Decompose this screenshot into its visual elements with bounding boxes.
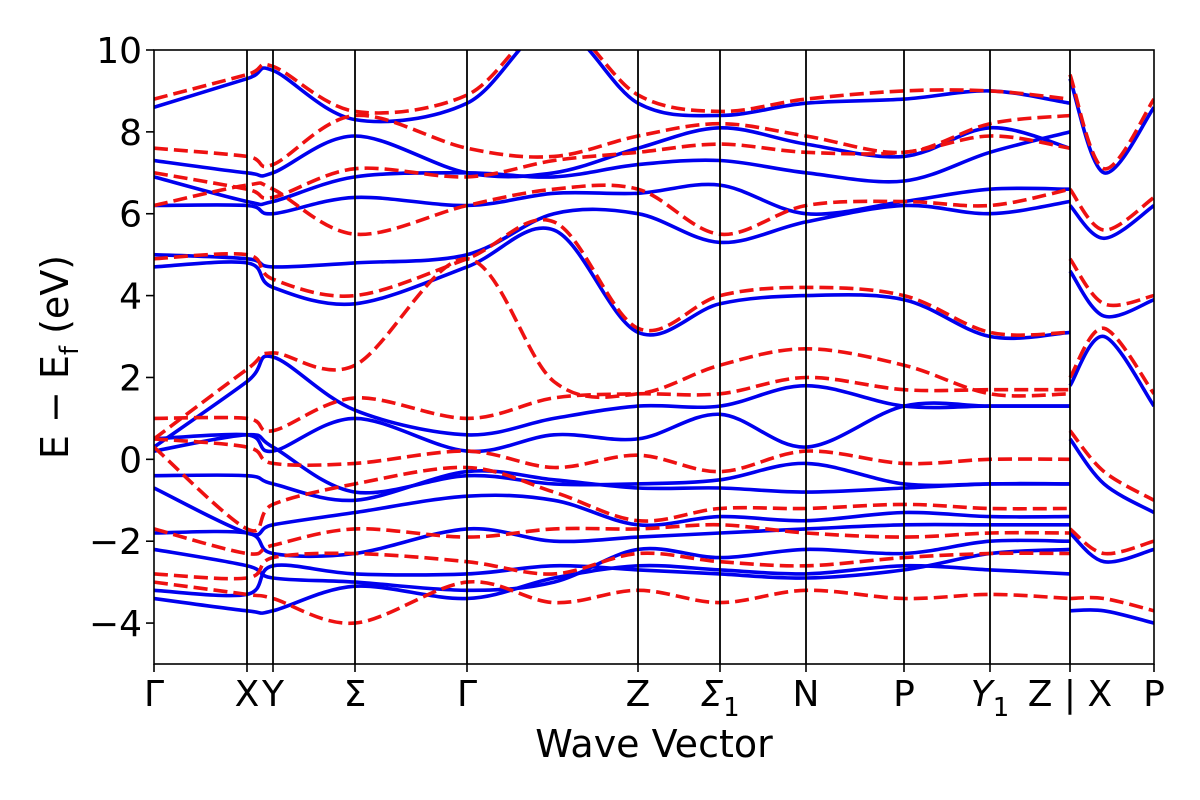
band-line-dashed-36 [1068, 429, 1154, 502]
band-line-solid-16 [1068, 531, 1154, 564]
band-line-dashed-22 [154, 580, 1071, 625]
band-line-solid-20 [1068, 204, 1154, 241]
band-line-dashed-40 [1068, 73, 1154, 171]
kpoint-label-4: Γ [457, 674, 477, 715]
band-series-layer [154, 50, 1154, 625]
kpoint-label-11: P [1143, 674, 1165, 715]
kpoint-divider-lines [246, 50, 1071, 664]
kpoint-label-6: Σ1 [700, 674, 739, 723]
y-tick-label-5: 6 [119, 195, 142, 236]
y-tick-label-0: −4 [89, 604, 142, 645]
x-axis-kpoint-labels: Γ X Y Σ Γ Z Σ1 N P Y1 Z | X P [144, 664, 1165, 723]
kpoint-label-0: Γ [144, 674, 164, 715]
y-tick-label-3: 2 [119, 358, 142, 399]
band-line-solid-4 [154, 486, 1071, 537]
band-line-dashed-37 [1068, 326, 1154, 395]
kpoint-label-1: X [235, 674, 260, 715]
band-line-solid-18 [1068, 334, 1154, 408]
kpoint-label-2: Y [261, 674, 285, 715]
band-line-solid-17 [1068, 437, 1154, 515]
kpoint-label-3: Σ [344, 674, 367, 715]
kpoint-label-8: P [893, 674, 915, 715]
y-axis-ticks: −4 −2 0 2 4 6 8 10 [89, 31, 154, 645]
band-line-dashed-35 [1068, 527, 1154, 556]
band-line-solid-15 [1069, 608, 1154, 625]
band-line-dashed-32 [154, 113, 1071, 169]
band-line-solid-9 [154, 226, 1071, 341]
y-tick-label-4: 4 [119, 277, 142, 318]
kpoint-label-10: Z | X [1028, 674, 1112, 715]
y-tick-label-7: 10 [96, 31, 142, 72]
y-tick-label-6: 8 [119, 113, 142, 154]
y-axis-title: E − Ef (eV) [33, 255, 85, 459]
band-line-dashed-29 [154, 218, 1071, 337]
kpoint-label-9: Y1 [971, 674, 1010, 723]
kpoint-label-5: Z [626, 674, 651, 715]
band-line-dashed-39 [1068, 188, 1154, 232]
y-tick-label-2: 0 [119, 440, 142, 481]
y-axis-title-subscript: f [55, 345, 85, 355]
band-line-solid-19 [1068, 269, 1154, 319]
kpoint-label-7: N [793, 674, 820, 715]
band-line-dashed-33 [154, 50, 1071, 115]
x-axis-title: Wave Vector [535, 722, 773, 766]
band-line-dashed-38 [1068, 257, 1154, 308]
y-tick-label-1: −2 [89, 522, 142, 563]
plot-frame [153, 49, 1155, 665]
band-line-dashed-34 [1069, 595, 1154, 613]
